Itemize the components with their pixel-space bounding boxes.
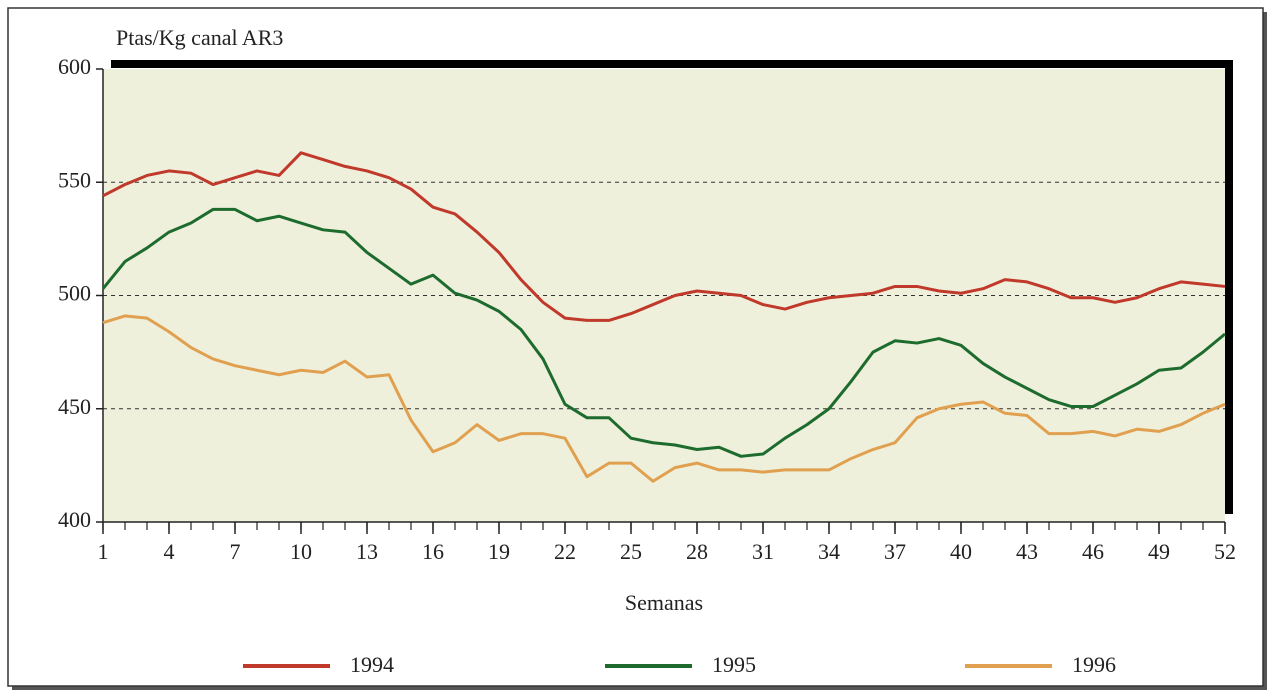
- y-tick-label: 550: [58, 167, 91, 192]
- plot-shadow: [111, 60, 1233, 514]
- line-series: [101, 207, 1226, 458]
- line-series: [102, 151, 1226, 322]
- legend-label: 1996: [1072, 652, 1116, 677]
- x-tick-label: 16: [422, 539, 444, 564]
- x-tick-label: 7: [230, 539, 241, 564]
- y-tick-label: 450: [58, 394, 91, 419]
- y-tick-label: 500: [58, 281, 91, 306]
- x-tick-label: 52: [1214, 539, 1236, 564]
- x-tick-label: 43: [1016, 539, 1038, 564]
- y-axis-label: Ptas/Kg canal AR3: [116, 25, 283, 50]
- y-tick-label: 400: [58, 507, 91, 532]
- x-tick-label: 19: [488, 539, 510, 564]
- x-tick-label: 4: [164, 539, 175, 564]
- x-tick-label: 31: [752, 539, 774, 564]
- x-tick-label: 22: [554, 539, 576, 564]
- x-tick-label: 1: [98, 539, 109, 564]
- x-tick-label: 25: [620, 539, 642, 564]
- x-tick-label: 28: [686, 539, 708, 564]
- x-tick-label: 49: [1148, 539, 1170, 564]
- x-axis-label: Semanas: [625, 590, 703, 615]
- x-tick-label: 40: [950, 539, 972, 564]
- y-tick-label: 600: [58, 54, 91, 79]
- x-tick-label: 46: [1082, 539, 1104, 564]
- x-tick-label: 10: [290, 539, 312, 564]
- x-tick-label: 34: [818, 539, 840, 564]
- x-tick-label: 13: [356, 539, 378, 564]
- x-tick-label: 37: [884, 539, 906, 564]
- legend-label: 1994: [350, 652, 394, 677]
- line-series: [102, 314, 1226, 483]
- legend-label: 1995: [712, 652, 756, 677]
